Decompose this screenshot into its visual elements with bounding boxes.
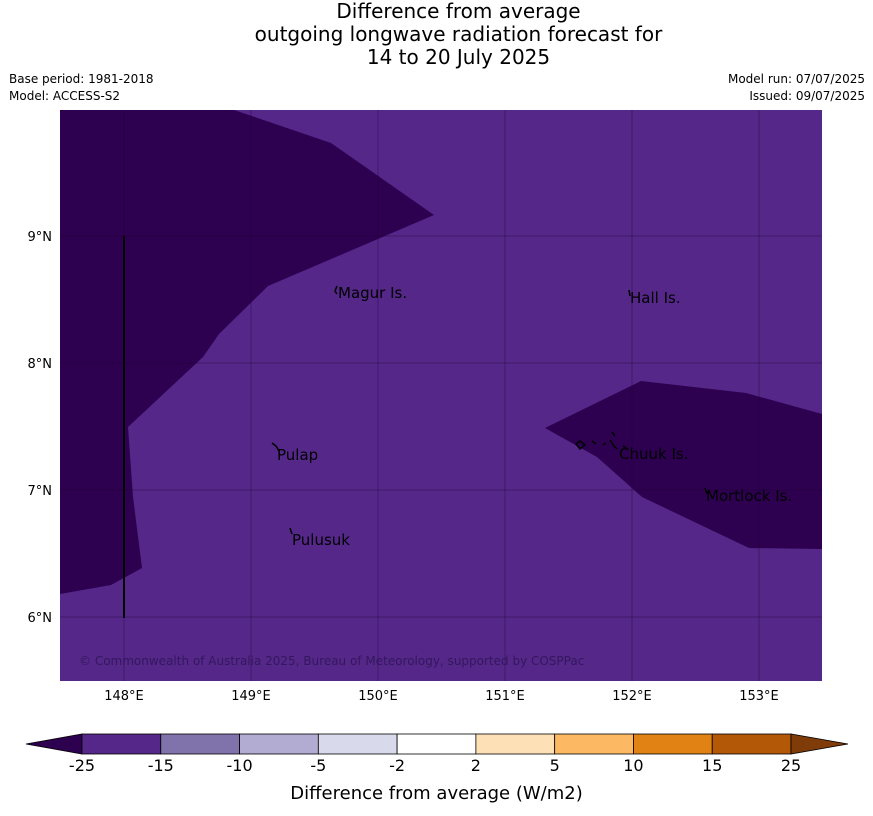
longitude-labels: 148°E 149°E 150°E 151°E 152°E 153°E [104,689,779,704]
place-labels: Magur Is. Hall Is. Pulap Chuuk Is. Mortl… [277,284,792,549]
place-label-chuuk: Chuuk Is. [619,445,688,463]
colorbar-tick-label: 10 [623,756,643,775]
hall-island-shape [628,289,631,297]
colorbar-tick-label: 2 [471,756,481,775]
lon-label-150e: 150°E [358,689,398,704]
map-title: Difference from average outgoing longwav… [0,0,873,69]
colorbar-tick-label: -25 [69,756,95,775]
title-line-1: Difference from average [336,0,581,23]
colorbar-tick-label: 15 [702,756,722,775]
islands [271,285,708,535]
place-label-pulap: Pulap [277,446,318,464]
colorbar-segment [396,733,477,755]
colorbar-segment [554,733,634,755]
meta-right: Model run: 07/07/2025 Issued: 09/07/2025 [728,71,865,105]
place-label-pulusuk: Pulusuk [292,531,350,549]
meta-left: Base period: 1981-2018 Model: ACCESS-S2 [9,71,154,105]
colorbar-segment [317,733,398,755]
colorbar-segment [633,733,713,755]
colorbar-extend-low [25,733,83,755]
model-run: Model run: 07/07/2025 [727,72,865,86]
colorbar-segment [475,733,556,755]
place-label-magur: Magur Is. [338,284,407,302]
colorbar-segment [239,733,319,755]
lon-label-149e: 149°E [231,689,271,704]
colorbar-label: Difference from average (W/m2) [290,783,583,804]
lon-label-153e: 153°E [739,689,779,704]
colorbar-tick-label: -15 [148,756,174,775]
lat-label-7n: 7°N [28,484,53,499]
lat-label-9n: 9°N [28,230,53,245]
issued-date: Issued: 09/07/2025 [749,89,865,103]
model-name: Model: ACCESS-S2 [9,89,121,103]
colorbar-tick-label: -5 [310,756,326,775]
colorbar [25,733,849,755]
colorbar-segment [81,733,162,755]
lon-label-148e: 148°E [104,689,144,704]
place-label-hall: Hall Is. [630,289,681,307]
magur-island-shape [334,285,338,295]
colorbar-tick-label: 25 [781,756,801,775]
colorbar-tick-label: -10 [226,756,252,775]
anomaly-region-west [60,110,434,594]
place-label-mortlock: Mortlock Is. [706,487,792,505]
title-line-2: outgoing longwave radiation forecast for [254,22,663,46]
colorbar-ticks: -25 -15 -10 -5 -2 2 5 10 15 25 [69,756,801,775]
lon-label-151e: 151°E [485,689,525,704]
lat-label-6n: 6°N [28,611,53,626]
colorbar-extend-high [790,733,849,755]
title-line-3: 14 to 20 July 2025 [366,45,551,69]
lat-label-8n: 8°N [28,357,53,372]
colorbar-tick-label: 5 [550,756,560,775]
colorbar-segment [160,733,240,755]
pulusuk-island-shape [289,527,293,535]
anomaly-region-east [545,381,822,549]
lon-label-152e: 152°E [612,689,652,704]
mortlock-island-shape [704,487,708,495]
latitude-labels: 9°N 8°N 7°N 6°N [28,230,53,626]
colorbar-segment [711,733,792,755]
chuuk-island-shape [574,431,627,451]
base-period: Base period: 1981-2018 [9,72,154,86]
colorbar-tick-label: -2 [389,756,405,775]
copyright-notice: © Commonwealth of Australia 2025, Bureau… [79,654,584,668]
pulap-island-shape [271,442,280,452]
